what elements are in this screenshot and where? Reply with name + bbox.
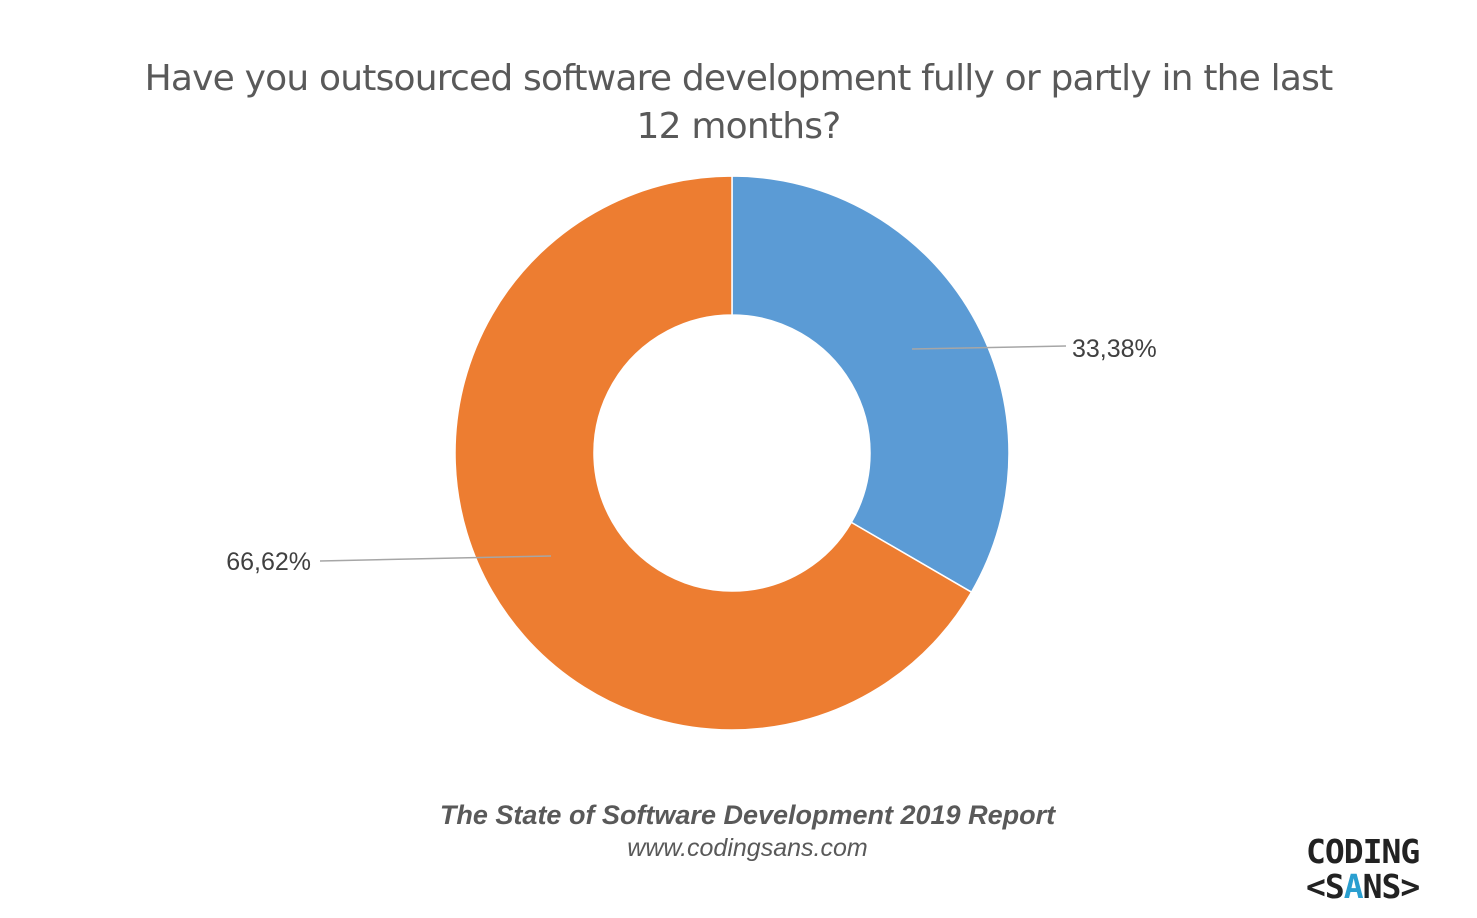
logo-accent-letter: A (1343, 867, 1364, 906)
chart-title-line-2: 12 months? (636, 106, 842, 147)
data-label-slice-2: 66,62% (226, 548, 311, 576)
data-label-slice-1: 33,38% (1072, 335, 1157, 363)
donut-slice-1 (731, 175, 1010, 594)
chart-title-line-1: Have you outsourced software development… (144, 58, 1334, 99)
chart-title: Have you outsourced software development… (0, 55, 1477, 151)
logo-line-1: CODING (1306, 832, 1420, 871)
codingsans-logo: CODING <SANS> (1306, 832, 1420, 906)
leader-line-slice-2 (319, 555, 552, 562)
source-caption: The State of Software Development 2019 R… (439, 800, 1056, 830)
source-url: www.codingsans.com (627, 834, 868, 862)
leader-line-slice-1 (911, 345, 1067, 350)
logo-line-2: <SANS> (1306, 867, 1420, 906)
donut-slice-2 (454, 175, 973, 731)
